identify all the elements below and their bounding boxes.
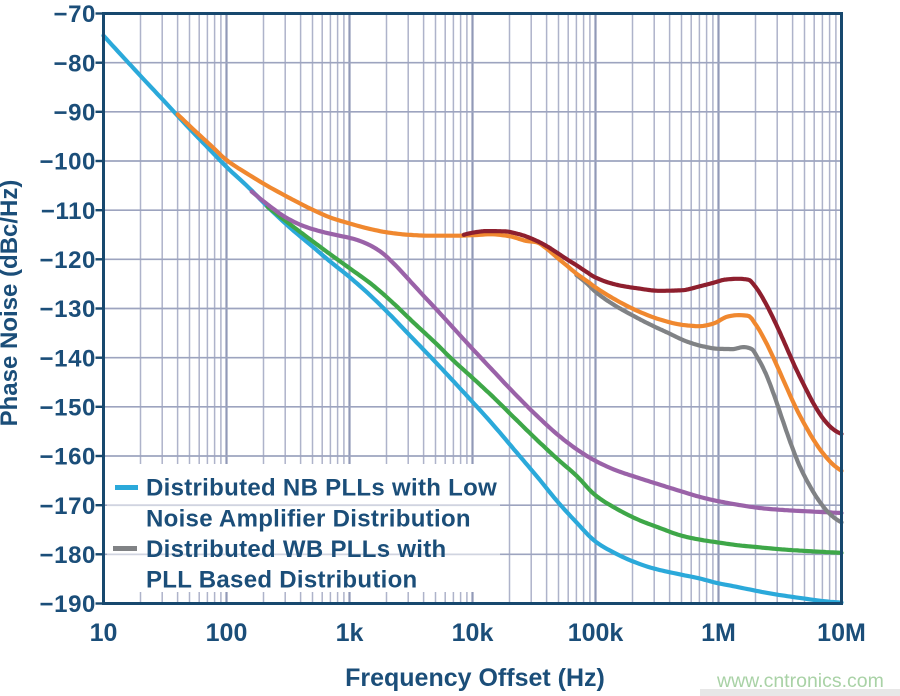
- svg-text:PLL Based Distribution: PLL Based Distribution: [146, 567, 418, 594]
- svg-text:−110: −110: [41, 198, 96, 225]
- svg-text:Distributed WB PLLs with: Distributed WB PLLs with: [146, 536, 447, 563]
- svg-text:−150: −150: [40, 394, 96, 421]
- svg-text:Frequency Offset (Hz): Frequency Offset (Hz): [345, 664, 605, 692]
- svg-text:Noise Amplifier Distribution: Noise Amplifier Distribution: [146, 505, 471, 532]
- svg-text:−170: −170: [40, 493, 96, 520]
- svg-text:−80: −80: [53, 50, 96, 77]
- svg-text:−140: −140: [40, 345, 96, 372]
- svg-text:10: 10: [90, 619, 118, 647]
- svg-text:−190: −190: [40, 591, 96, 618]
- svg-text:100: 100: [206, 619, 248, 647]
- svg-text:−100: −100: [40, 149, 96, 176]
- svg-text:1M: 1M: [701, 619, 736, 647]
- svg-text:10k: 10k: [452, 619, 494, 647]
- svg-text:−130: −130: [40, 296, 96, 323]
- svg-text:−180: −180: [40, 542, 96, 569]
- svg-text:10M: 10M: [817, 619, 866, 647]
- svg-text:−160: −160: [40, 444, 96, 471]
- svg-text:www.cntronics.com: www.cntronics.com: [716, 670, 884, 692]
- svg-text:−90: −90: [53, 99, 96, 126]
- svg-text:Phase Noise (dBc/Hz): Phase Noise (dBc/Hz): [0, 180, 23, 427]
- svg-text:−120: −120: [40, 247, 96, 274]
- svg-text:−70: −70: [53, 1, 96, 28]
- svg-text:1k: 1k: [336, 619, 364, 647]
- svg-text:Distributed NB PLLs with Low: Distributed NB PLLs with Low: [146, 475, 497, 502]
- svg-text:100k: 100k: [568, 619, 624, 647]
